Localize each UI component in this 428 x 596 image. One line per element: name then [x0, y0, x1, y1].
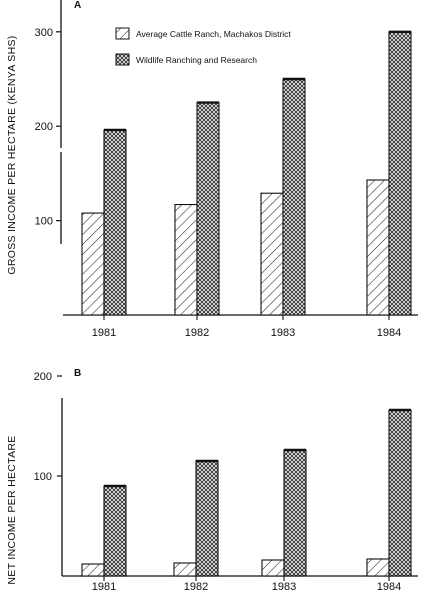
panel-a-letter: A — [74, 0, 81, 11]
panel-a-gross-income-chart: A GROSS INCOME PER HECTARE (KENYA SHS) 1… — [6, 0, 418, 339]
bar-wildlife-1984 — [388, 31, 412, 316]
x-tick-label: 1981 — [92, 327, 116, 339]
x-tick-label: 1982 — [184, 581, 208, 593]
legend-label-wildlife: Wildlife Ranching and Research — [136, 55, 257, 65]
panel-b-letter: B — [74, 368, 81, 379]
x-tick-label: 1983 — [271, 327, 295, 339]
panel-b-bars — [81, 408, 412, 577]
panel-b-y-axis-title: NET INCOME PER HECTARE — [6, 435, 18, 584]
x-tick-label: 1982 — [185, 327, 209, 339]
legend: Average Cattle Ranch, Machakos District … — [115, 27, 291, 66]
bar-wildlife-1984 — [388, 409, 412, 577]
bar-wildlife-1982 — [195, 460, 219, 577]
y-tick-label: 100 — [35, 216, 53, 228]
y-tick-label: 300 — [35, 27, 53, 39]
panel-a-bars — [81, 30, 412, 316]
y-tick-label: 100 — [34, 471, 52, 483]
bar-cattle-1983 — [260, 192, 284, 316]
bar-wildlife-1982 — [196, 102, 220, 316]
x-tick-label: 1984 — [377, 327, 401, 339]
bar-cattle-1984 — [366, 558, 390, 577]
y-tick-label: 200 — [35, 121, 53, 133]
panel-b-x-labels: 1981 1982 1983 1984 — [92, 576, 401, 593]
panel-a-y-ticks: 100 200 300 — [35, 27, 61, 228]
panel-b-net-income-chart: B NET INCOME PER HECTARE 100 200 1981 1982… — [6, 368, 418, 593]
bar-cattle-1982 — [174, 204, 198, 316]
legend-label-cattle: Average Cattle Ranch, Machakos District — [136, 29, 291, 39]
bar-cattle-1982 — [173, 562, 197, 577]
bar-wildlife-1983 — [282, 78, 306, 316]
legend-swatch-cattle — [115, 27, 130, 40]
bar-cattle-1981 — [81, 212, 105, 316]
x-tick-label: 1984 — [377, 581, 401, 593]
legend-swatch-wildlife — [115, 53, 130, 66]
bar-wildlife-1983 — [283, 449, 307, 577]
y-tick-label: 200 — [34, 371, 52, 383]
bar-cattle-1984 — [366, 179, 390, 316]
x-tick-label: 1981 — [92, 581, 116, 593]
panel-b-y-ticks: 100 200 — [34, 371, 62, 483]
x-tick-label: 1983 — [272, 581, 296, 593]
bar-wildlife-1981 — [103, 485, 127, 577]
bar-cattle-1981 — [81, 563, 105, 577]
bar-wildlife-1981 — [103, 129, 127, 316]
panel-a-x-labels: 1981 1982 1983 1984 — [92, 315, 401, 339]
bar-cattle-1983 — [261, 559, 285, 577]
panel-a-y-axis-title: GROSS INCOME PER HECTARE (KENYA SHS) — [6, 35, 18, 274]
